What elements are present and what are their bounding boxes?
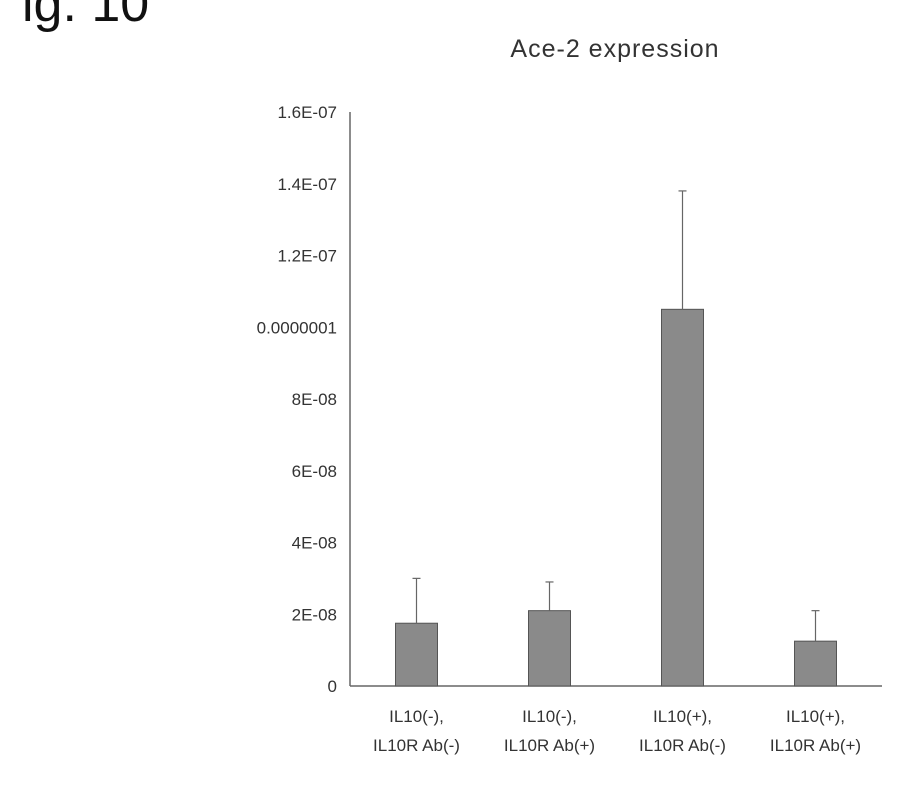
chart-axes [350,112,882,686]
category-label: IL10R Ab(-) [373,736,460,755]
category-label: IL10R Ab(+) [770,736,861,755]
bar [529,611,571,686]
category-label: IL10(+), [786,707,845,726]
chart-title: Ace-2 expression [510,35,719,63]
y-tick-label: 0.0000001 [257,318,337,337]
error-bar [413,578,421,623]
y-tick-label: 4E-08 [292,534,337,553]
error-bar [812,611,820,641]
category-label: IL10R Ab(+) [504,736,595,755]
y-tick-label: 8E-08 [292,390,337,409]
error-bar [546,582,554,611]
y-tick-label: 2E-08 [292,605,337,624]
y-tick-label: 0 [328,677,337,696]
category-label: IL10(-), [522,707,577,726]
y-tick-label: 1.2E-07 [277,247,337,266]
y-axis-ticks: 0 2E-08 4E-08 6E-08 8E-08 0.0000001 1.2E-07 1.4… [257,103,337,696]
bars [396,309,837,686]
y-tick-label: 6E-08 [292,462,337,481]
category-label: IL10(+), [653,707,712,726]
bar [396,623,438,686]
category-label: IL10R Ab(-) [639,736,726,755]
bar [662,309,704,686]
y-tick-label: 1.4E-07 [277,175,337,194]
category-labels: IL10(-), IL10R Ab(-) IL10(-), IL10R Ab(+) IL… [373,707,861,755]
error-bars [413,191,820,641]
category-label: IL10(-), [389,707,444,726]
bar [795,641,837,686]
y-tick-label: 1.6E-07 [277,103,337,122]
error-bar [679,191,687,309]
